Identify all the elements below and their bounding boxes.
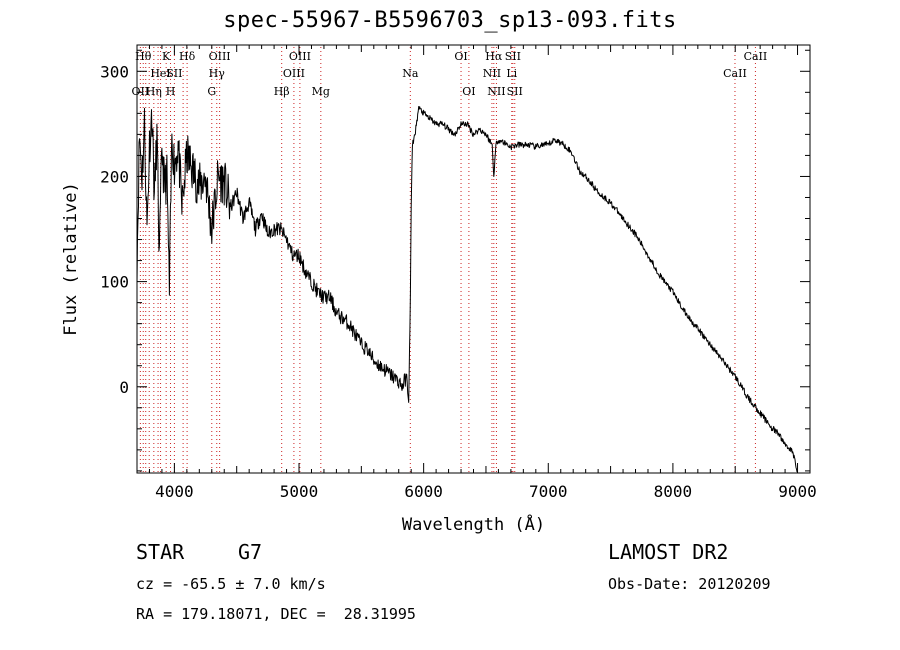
y-tick-label: 200 xyxy=(100,167,129,186)
y-tick-label: 0 xyxy=(119,378,129,397)
coordinates-label: RA = 179.18071, DEC = 28.31995 xyxy=(136,605,416,623)
line-markers xyxy=(139,47,756,472)
survey-label: LAMOST DR2 xyxy=(608,540,729,564)
line-label: OIII xyxy=(209,50,231,63)
line-label: Hη xyxy=(146,85,162,98)
line-label: Hβ xyxy=(274,85,290,98)
line-label: Hα xyxy=(485,50,503,63)
plot-frame xyxy=(136,44,811,474)
axes: 4000 5000 6000 7000 8000 9000 0 100 200 300 Wavele… xyxy=(61,44,817,535)
x-tick-label: 4000 xyxy=(155,482,194,501)
obs-date-label: Obs-Date: 20120209 xyxy=(608,575,771,593)
line-label: CaII xyxy=(723,67,747,80)
line-label: H xyxy=(166,85,176,98)
line-label: CaII xyxy=(744,50,768,63)
line-label: OI xyxy=(454,50,467,63)
line-label: Mg xyxy=(312,85,330,98)
y-axis-label: Flux (relative) xyxy=(61,182,81,336)
line-label: G xyxy=(207,85,216,98)
line-label: SII xyxy=(505,50,521,63)
x-tick-label: 5000 xyxy=(280,482,319,501)
line-label: Na xyxy=(402,67,419,80)
line-label: NII xyxy=(487,85,505,98)
y-tick-label: 300 xyxy=(100,62,129,81)
x-axis-label: Wavelength (Å) xyxy=(402,513,545,535)
line-label: SII xyxy=(507,85,523,98)
chart-title: spec-55967-B5596703_sp13-093.fits xyxy=(223,8,677,33)
x-tick-label: 6000 xyxy=(404,482,443,501)
spectrum-series xyxy=(136,106,798,473)
x-tick-label: 7000 xyxy=(529,482,568,501)
line-label: HeI xyxy=(150,67,170,80)
line-label: Hδ xyxy=(179,50,196,63)
line-label: K xyxy=(162,50,171,63)
class-label: STAR xyxy=(136,540,185,564)
line-label: Li xyxy=(506,67,517,80)
x-tick-label: 8000 xyxy=(654,482,693,501)
line-label: NII xyxy=(483,67,501,80)
subclass-label: G7 xyxy=(238,540,263,564)
y-tick-label: 100 xyxy=(100,273,129,292)
line-label: Hγ xyxy=(209,67,226,80)
line-label: SII xyxy=(166,67,182,80)
line-label: OII xyxy=(132,85,150,98)
spectrum-line xyxy=(136,106,798,473)
line-labels: OII Hθ Hη HeI K H SII Hδ G Hγ OIII Hβ OIII OIII Mg Na OI… xyxy=(132,50,768,98)
line-label: OI xyxy=(462,85,475,98)
line-label: OIII xyxy=(283,67,305,80)
line-label: OIII xyxy=(289,50,311,63)
x-tick-label: 9000 xyxy=(778,482,817,501)
line-label: Hθ xyxy=(135,50,152,63)
redshift-label: cz = -65.5 ± 7.0 km/s xyxy=(136,575,326,593)
